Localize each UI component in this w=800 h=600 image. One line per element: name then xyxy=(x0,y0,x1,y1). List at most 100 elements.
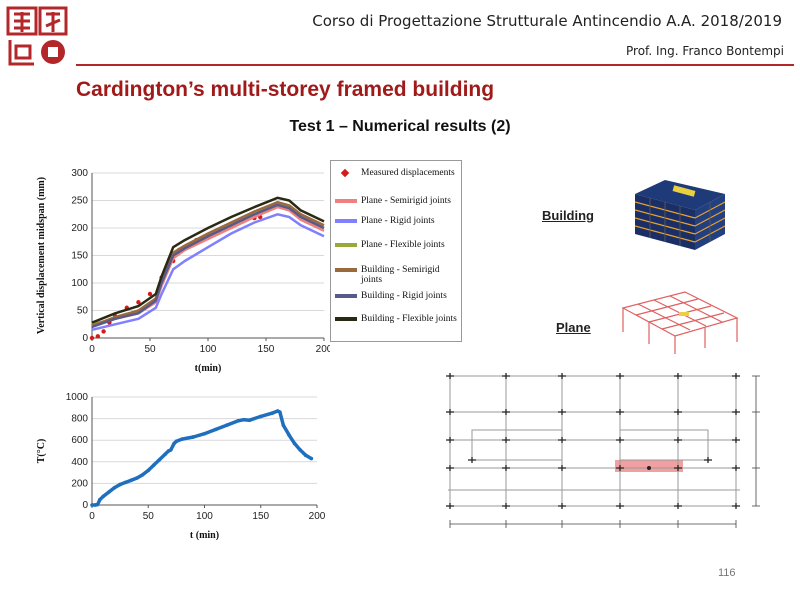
legend-swatch xyxy=(335,317,357,321)
data-point xyxy=(278,410,282,414)
page-number: 116 xyxy=(718,567,736,579)
legend-swatch xyxy=(335,243,357,247)
data-point xyxy=(225,423,229,427)
university-logo xyxy=(6,6,68,66)
data-point xyxy=(107,490,111,494)
building-model-image xyxy=(634,180,726,250)
data-point xyxy=(236,418,241,423)
y-tick-label: 300 xyxy=(71,168,88,179)
data-point xyxy=(89,335,95,341)
x-tick-label: 50 xyxy=(143,511,155,522)
data-point xyxy=(309,456,314,461)
x-axis-label: t(min) xyxy=(195,363,222,374)
data-point xyxy=(180,437,184,441)
legend-label: Measured displacements xyxy=(361,168,455,178)
data-point xyxy=(152,463,156,467)
data-point xyxy=(147,291,153,297)
y-axis-label: T(°C) xyxy=(36,439,47,464)
data-point xyxy=(258,414,263,419)
data-point xyxy=(95,502,100,507)
series-line-5 xyxy=(91,203,325,329)
x-tick-label: 0 xyxy=(89,511,95,522)
legend-swatch xyxy=(335,199,357,203)
data-point xyxy=(129,478,134,482)
data-point xyxy=(168,448,173,452)
y-tick-label: 0 xyxy=(82,333,88,344)
data-point xyxy=(247,418,252,423)
data-point xyxy=(172,441,176,446)
legend-label: Plane - Flexible joints xyxy=(361,240,445,250)
data-point xyxy=(95,334,101,339)
y-tick-label: 1000 xyxy=(66,392,89,403)
building-label: Building xyxy=(542,208,594,223)
y-tick-label: 250 xyxy=(71,196,88,207)
data-point xyxy=(146,468,151,473)
temperature-chart: 0 200 400 600 800 1000 0 50 100 150 200 t (min) T(°C… xyxy=(36,392,326,541)
series-line-4 xyxy=(91,200,325,328)
temperature-line xyxy=(92,409,313,507)
course-title: Corso di Progettazione Strutturale Antin… xyxy=(312,12,782,30)
data-point xyxy=(90,503,94,507)
x-tick-label: 200 xyxy=(316,344,330,355)
x-tick-label: 150 xyxy=(258,344,275,355)
header-divider xyxy=(76,64,794,66)
professor-name: Prof. Ing. Franco Bontempi xyxy=(626,44,784,58)
legend-swatch xyxy=(335,294,357,298)
y-tick-label: 200 xyxy=(71,478,88,489)
data-point xyxy=(140,472,145,477)
data-point xyxy=(298,448,302,452)
data-point xyxy=(242,417,246,422)
x-tick-label: 50 xyxy=(144,344,156,355)
plane-model-image xyxy=(621,291,739,354)
data-point xyxy=(213,427,218,432)
x-tick-label: 200 xyxy=(309,511,326,522)
data-point xyxy=(101,329,106,334)
data-point xyxy=(112,485,117,490)
y-tick-label: 400 xyxy=(71,457,88,468)
data-point xyxy=(191,435,196,439)
data-point xyxy=(292,441,297,446)
series-line-6 xyxy=(91,196,325,324)
legend-label: Building - Semirigid joints xyxy=(361,265,440,285)
chart-legend: Measured displacements Plane - Semirigid … xyxy=(330,160,462,342)
data-point xyxy=(303,453,308,458)
legend-swatch xyxy=(335,268,357,272)
data-point xyxy=(163,452,167,457)
data-point xyxy=(287,433,291,437)
x-tick-label: 0 xyxy=(89,344,95,355)
data-point xyxy=(202,431,207,436)
legend-label: Plane - Semirigid joints xyxy=(361,196,451,206)
data-point xyxy=(136,300,141,305)
series-line-2 xyxy=(91,213,325,332)
plane-label: Plane xyxy=(556,320,591,335)
x-tick-label: 100 xyxy=(196,511,213,522)
y-tick-label: 0 xyxy=(82,500,88,511)
slide-subtitle: Test 1 – Numerical results (2) xyxy=(289,118,511,135)
slide-title: Cardington’s multi-storey framed buildin… xyxy=(76,78,495,101)
data-point xyxy=(281,423,286,427)
data-point xyxy=(98,497,102,502)
legend-swatch xyxy=(335,219,357,223)
data-point xyxy=(118,482,122,487)
legend-label: Building - Flexible joints xyxy=(361,314,457,324)
data-point xyxy=(157,457,162,462)
y-tick-label: 50 xyxy=(77,306,89,317)
displacement-chart: 0 50 100 150 200 250 300 0 50 100 150 200 t(min) Vert… xyxy=(36,168,330,374)
floor-plan-diagram xyxy=(446,373,760,528)
y-tick-label: 150 xyxy=(71,251,88,262)
data-point xyxy=(123,480,128,485)
data-point xyxy=(174,439,179,444)
data-point xyxy=(270,411,274,415)
x-tick-label: 150 xyxy=(252,511,269,522)
y-tick-label: 800 xyxy=(71,414,88,425)
y-tick-label: 200 xyxy=(71,223,88,234)
y-axis-label: Vertical displacement midspan (mm) xyxy=(36,177,47,334)
legend-label: Building - Rigid joints xyxy=(361,291,447,301)
legend-marker-diamond xyxy=(340,168,350,178)
y-tick-label: 100 xyxy=(71,278,88,289)
legend-label: Plane - Rigid joints xyxy=(361,216,435,226)
data-point xyxy=(135,476,139,480)
y-tick-label: 600 xyxy=(71,435,88,446)
x-axis-label: t (min) xyxy=(190,530,219,541)
data-point xyxy=(101,494,106,499)
